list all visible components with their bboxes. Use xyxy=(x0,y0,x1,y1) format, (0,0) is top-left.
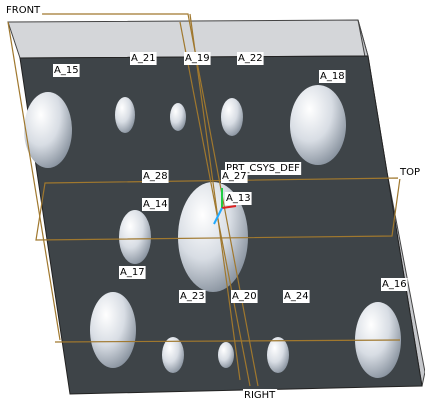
right-label: RIGHT xyxy=(244,390,276,401)
csys-label: PRT_CSYS_DEF xyxy=(226,163,300,174)
axis-label-box xyxy=(142,170,169,183)
holes xyxy=(24,85,401,378)
axis-label: A_18 xyxy=(320,71,345,82)
axis-label-box xyxy=(184,52,211,65)
axis-label-box xyxy=(319,70,346,83)
axis-label-box xyxy=(142,198,169,211)
axis-label-box xyxy=(283,290,310,303)
front-label-box xyxy=(5,4,43,17)
axis-label-box xyxy=(130,52,157,65)
axis-label: A_24 xyxy=(284,291,309,302)
axis-label-box xyxy=(53,64,80,77)
axis-label: A_14 xyxy=(143,199,168,210)
axis-label: A_23 xyxy=(180,291,205,302)
hole xyxy=(178,182,248,292)
hole xyxy=(218,342,234,368)
top-label-box xyxy=(398,166,422,179)
axis-label: A_16 xyxy=(382,279,407,290)
axis-label-box xyxy=(231,290,258,303)
datum-lines xyxy=(7,13,401,387)
axis-label-box xyxy=(221,170,248,183)
axis-label: A_19 xyxy=(185,53,210,64)
axis-label-box xyxy=(237,52,264,65)
right-label-box xyxy=(243,389,278,402)
axis-label: A_13 xyxy=(226,193,251,204)
axis-label: A_17 xyxy=(120,267,145,278)
hole xyxy=(290,85,346,165)
axis-label-box xyxy=(179,290,206,303)
front-label: FRONT xyxy=(6,5,41,16)
hole xyxy=(267,337,289,373)
csys-marker xyxy=(213,188,237,225)
hole xyxy=(24,92,72,168)
hole xyxy=(170,103,186,131)
axis-label: A_20 xyxy=(232,291,257,302)
hole xyxy=(115,97,135,133)
top-label: TOP xyxy=(399,167,420,178)
axis-label: A_27 xyxy=(222,171,247,182)
axis-label: A_21 xyxy=(131,53,156,64)
axis-label: A_22 xyxy=(238,53,263,64)
hole xyxy=(162,337,184,373)
hole xyxy=(221,98,243,136)
axis-label: A_15 xyxy=(54,65,79,76)
labels: FRONT TOP RIGHT PRT_CSYS_DEF A_15 A_21 A_19 A_2… xyxy=(5,4,422,402)
hole xyxy=(119,210,151,264)
axis-label: A_28 xyxy=(143,171,168,182)
axis-label-box xyxy=(381,278,408,291)
axis-label-box xyxy=(225,192,252,205)
axis-label-box xyxy=(119,266,146,279)
hole xyxy=(90,292,136,368)
